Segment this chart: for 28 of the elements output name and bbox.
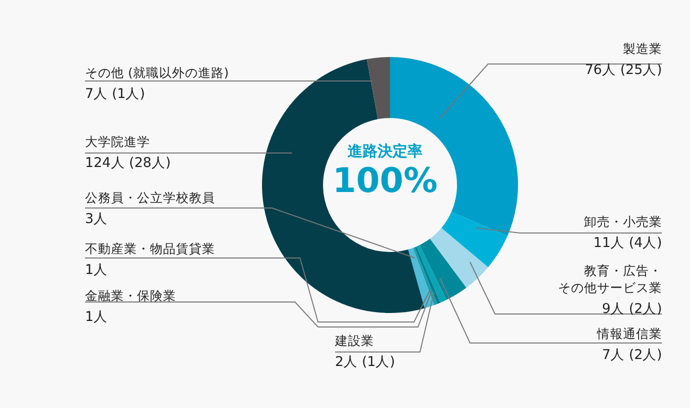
slice-label: 建設業 — [335, 332, 375, 349]
data-label: 9人 (2人) — [600, 301, 662, 318]
data-label: 7人 (1人) — [85, 86, 146, 103]
slice-label: 公務員・公立学校教員 — [85, 189, 215, 206]
slice-label: 情報通信業 — [597, 325, 662, 342]
data-label: 7人 (2人) — [600, 347, 662, 364]
data-label: 1人 — [85, 262, 109, 279]
donut-slice — [430, 228, 488, 288]
data-label: 76人 (25人) — [584, 62, 662, 79]
slice-label: 金融業・保険業 — [85, 287, 176, 304]
donut-slice — [420, 238, 466, 300]
text: 100% — [331, 161, 439, 201]
slice-label: 教育・広告・その他サービス業 — [558, 262, 662, 296]
donut-slice — [408, 248, 434, 308]
data-label: 124人 (28人) — [85, 155, 171, 172]
slice-label: 製造業 — [622, 40, 662, 57]
data-label: 11人 (4人) — [592, 235, 662, 252]
donut-slice — [441, 212, 508, 268]
slice-label: 卸売・小売業 — [584, 213, 662, 230]
text: 進路決定率 — [346, 142, 424, 161]
data-label: 2人 (1人) — [335, 354, 396, 371]
donut-slice — [416, 245, 446, 303]
donut-slice — [366, 57, 390, 120]
slice-label: 大学院進学 — [85, 133, 151, 150]
data-label: 1人 — [85, 309, 109, 326]
data-label: 3人 — [85, 211, 109, 228]
slice-label: その他 (就職以外の進路) — [85, 64, 229, 81]
slice-label: 不動産業・物品賃貸業 — [85, 240, 215, 257]
